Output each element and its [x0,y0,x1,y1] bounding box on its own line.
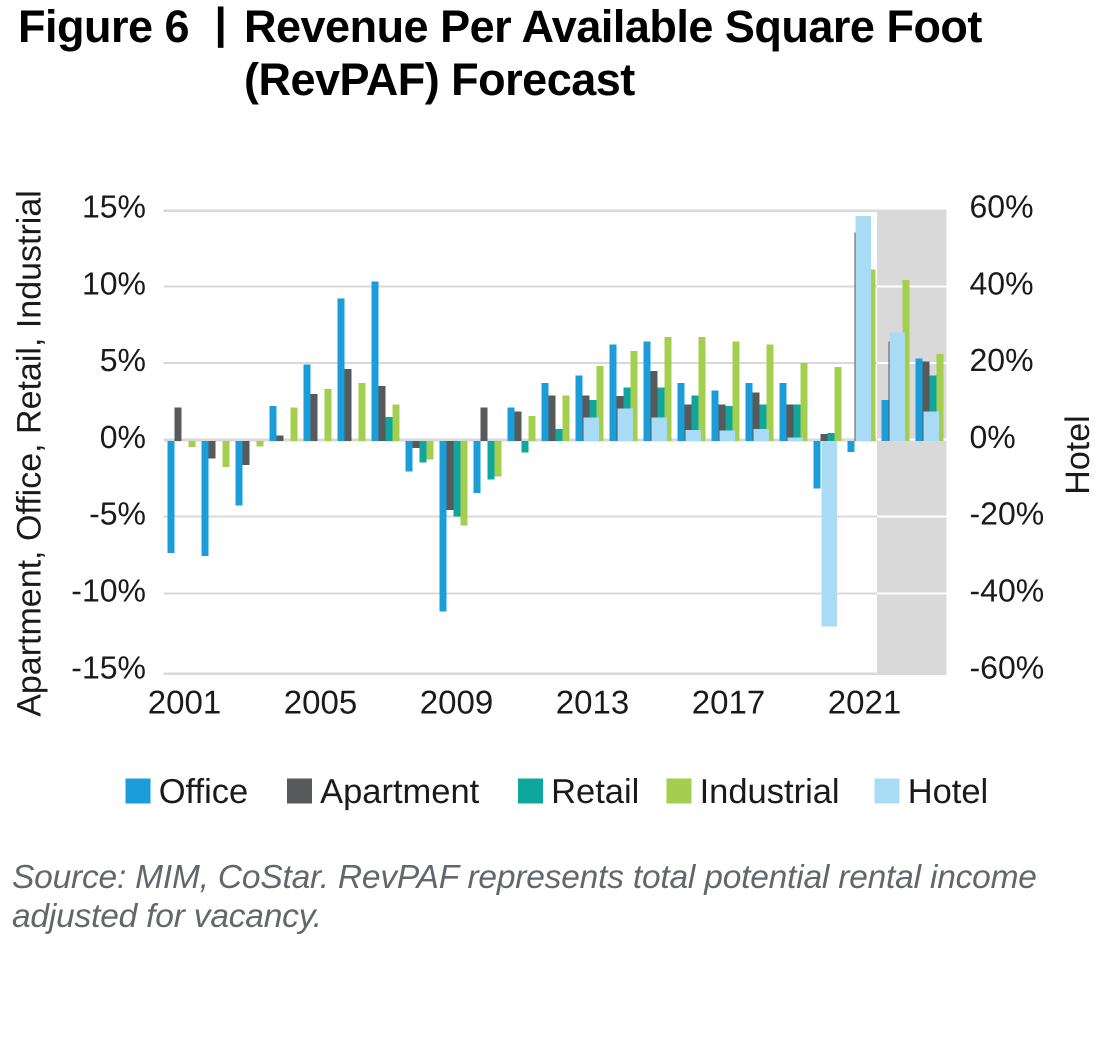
svg-text:-15%: -15% [71,649,146,685]
svg-text:2017: 2017 [692,684,765,721]
svg-text:0%: 0% [970,419,1016,455]
svg-text:60%: 60% [970,189,1034,225]
svg-text:Hotel: Hotel [908,773,989,811]
svg-text:Apartment: Apartment [320,773,480,811]
svg-text:-20%: -20% [970,496,1045,532]
svg-text:2005: 2005 [284,684,357,721]
svg-text:40%: 40% [970,265,1034,301]
svg-text:Hotel: Hotel [1059,415,1097,494]
svg-text:Office: Office [159,773,248,811]
svg-text:2009: 2009 [420,684,493,721]
svg-text:10%: 10% [82,265,146,301]
svg-text:5%: 5% [100,342,146,378]
svg-text:2001: 2001 [148,684,221,721]
svg-text:-40%: -40% [970,573,1045,609]
svg-text:Apartment, Office, Retail, Ind: Apartment, Office, Retail, Industrial [11,190,49,717]
svg-text:-60%: -60% [970,649,1045,685]
svg-text:2021: 2021 [828,684,901,721]
svg-text:Industrial: Industrial [700,773,840,811]
svg-text:0%: 0% [100,419,146,455]
svg-text:2013: 2013 [556,684,629,721]
svg-text:20%: 20% [970,342,1034,378]
svg-text:15%: 15% [82,189,146,225]
svg-text:-10%: -10% [71,573,146,609]
svg-text:-5%: -5% [89,496,146,532]
svg-text:Retail: Retail [551,773,639,811]
